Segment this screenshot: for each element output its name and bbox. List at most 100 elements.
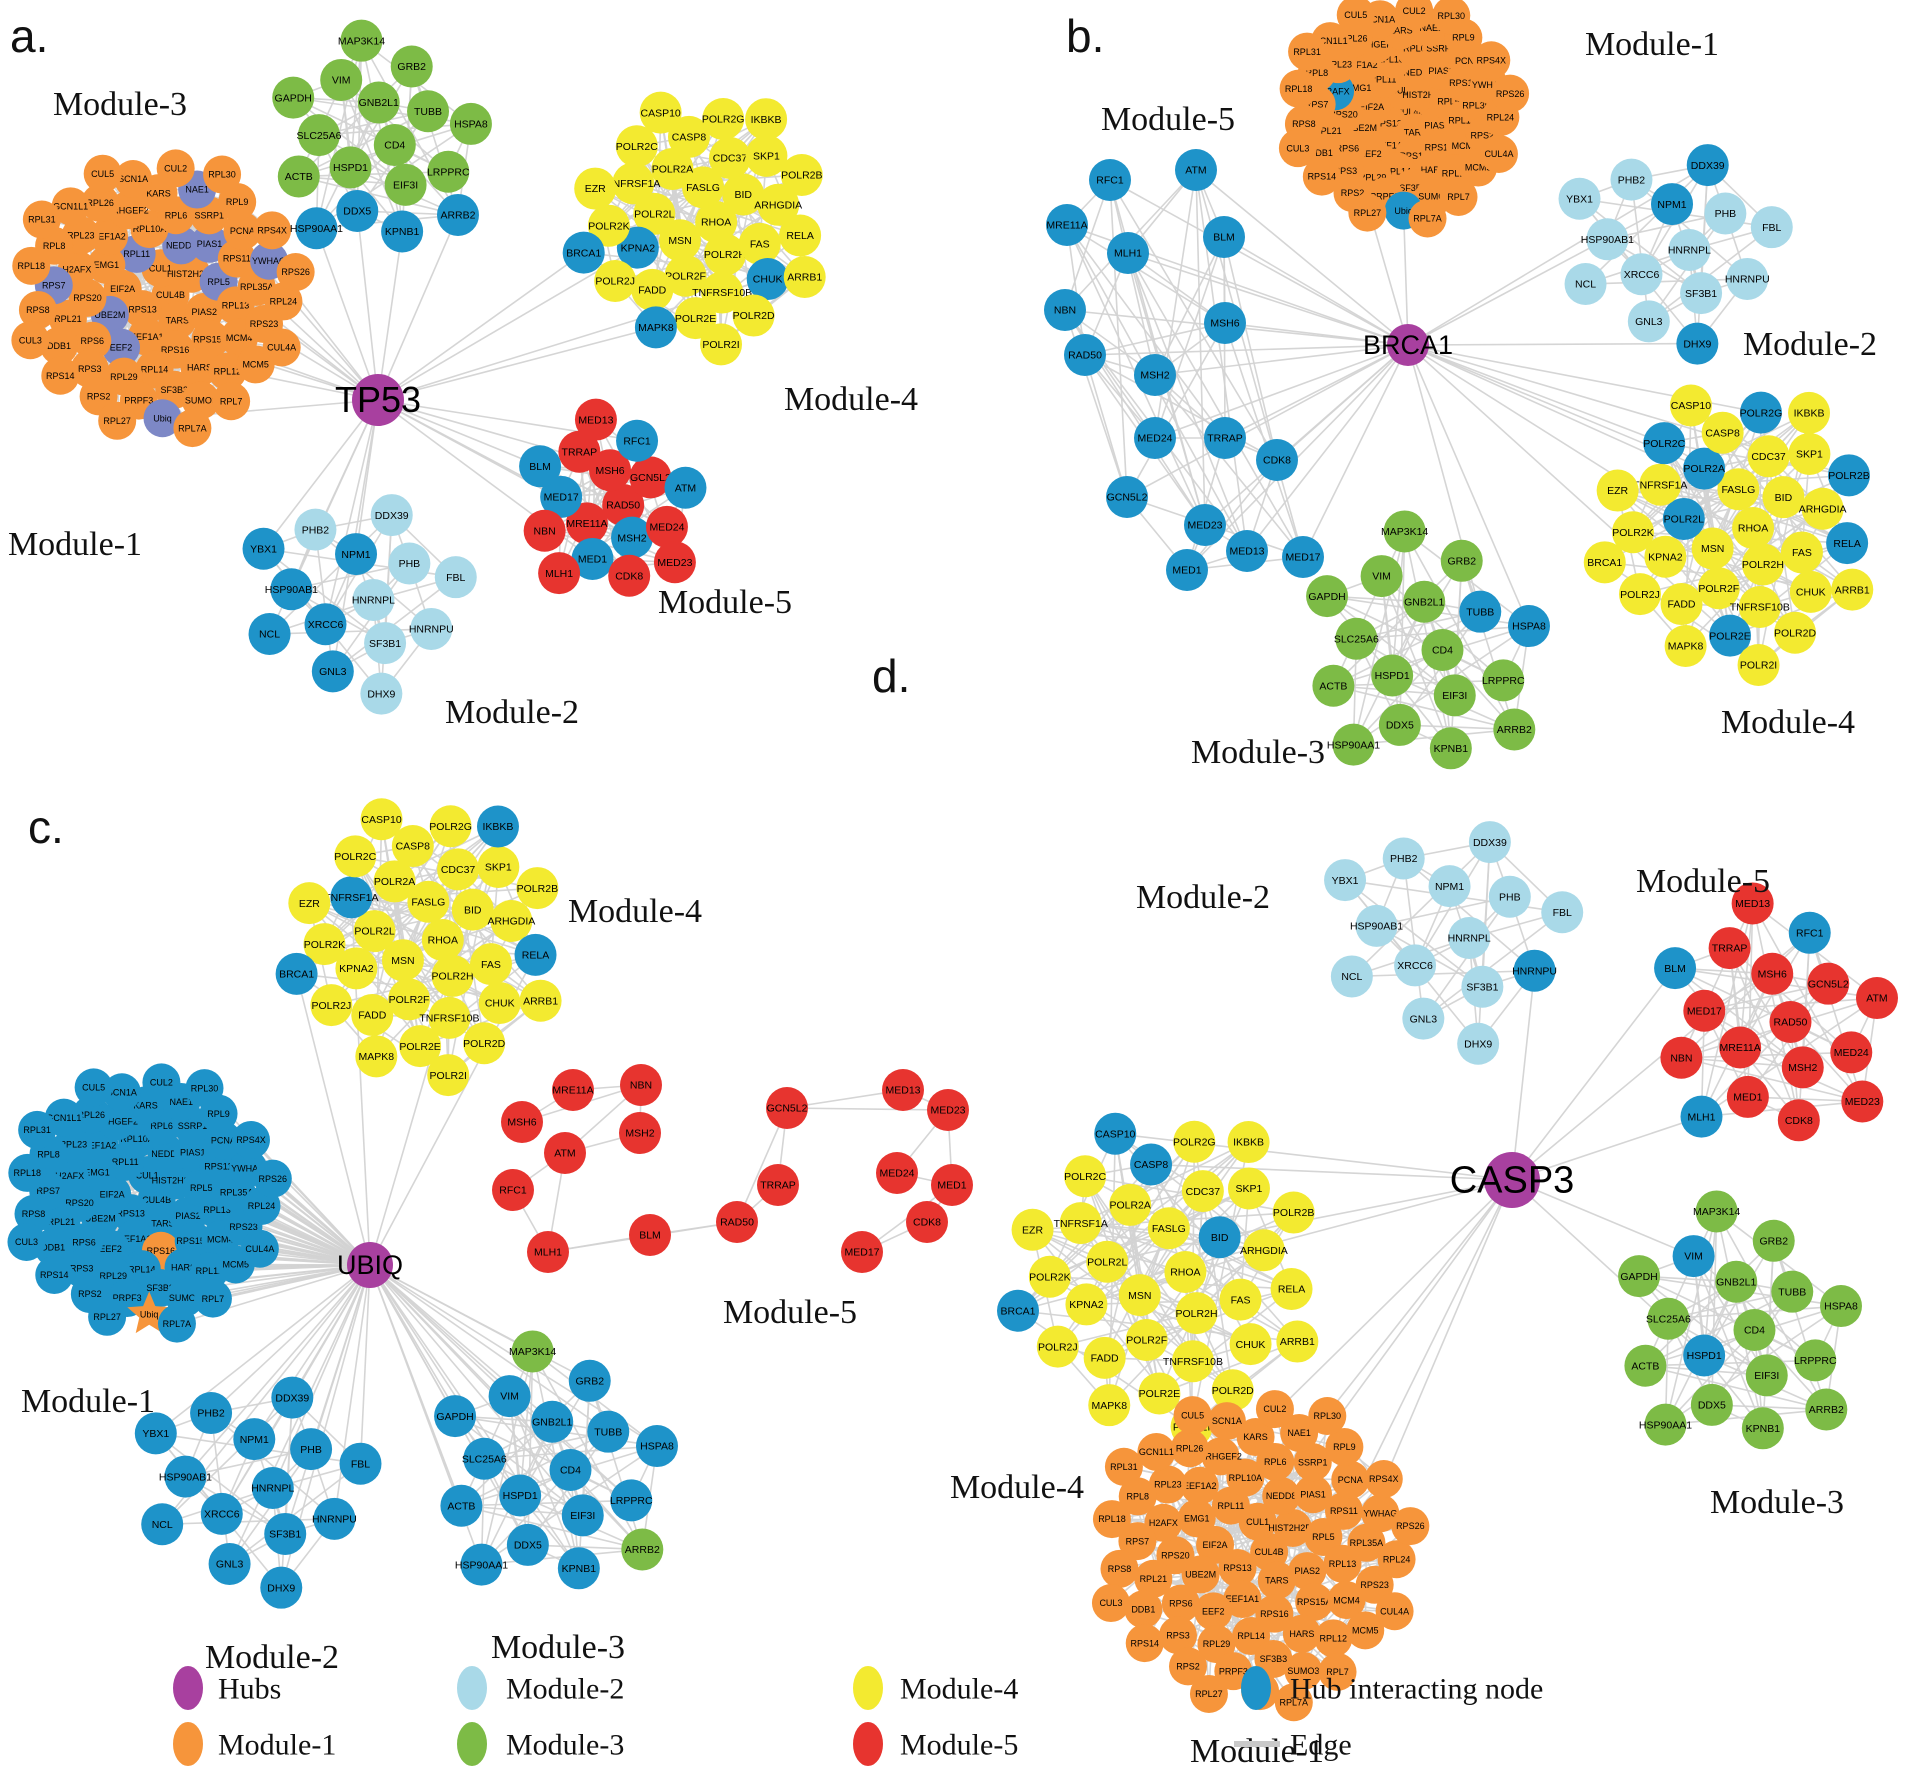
node-RPL27: [1189, 1674, 1228, 1713]
edge: [1711, 412, 1810, 549]
node-MCM4: [1327, 1581, 1366, 1620]
node-label-MED17: MED17: [844, 1247, 879, 1259]
node-label-KARS: KARS: [146, 188, 171, 198]
node-label-RPL35A: RPL35A: [1350, 1538, 1384, 1548]
node-GAPDH: [272, 76, 315, 119]
node-CD4: [1733, 1309, 1776, 1351]
node-label-GAPDH: GAPDH: [1308, 591, 1345, 603]
node-label-TRRAP: TRRAP: [562, 446, 598, 458]
node-SKP1: [1788, 432, 1831, 475]
node-label-RPL11: RPL11: [1369, 74, 1396, 84]
node-label-TNFRSF10B: TNFRSF10B: [1730, 602, 1790, 614]
node-RFC1: [1089, 159, 1131, 201]
node-TNFRSF1A: [330, 876, 373, 919]
node-RPS23: [1355, 1565, 1394, 1604]
legend-label-Hub interacting node: Hub interacting node: [1290, 1673, 1543, 1706]
node-label-TNFRSF1A: TNFRSF1A: [324, 892, 378, 904]
node-KPNA2: [1065, 1283, 1108, 1326]
node-label-TARS: TARS: [151, 1219, 174, 1229]
module-label-a-Module-2: Module-2: [445, 694, 579, 731]
node-RHOA: [421, 919, 464, 961]
node-label-CUL2: CUL2: [1403, 6, 1426, 16]
hub-edge: [356, 210, 379, 401]
node-CUL2: [142, 1063, 181, 1102]
node-FADD: [631, 268, 674, 311]
node-label-GRB2: GRB2: [1447, 555, 1476, 567]
node-RPL24: [264, 282, 303, 321]
node-MRE11A: [1046, 204, 1088, 246]
node-label-CASP8: CASP8: [1705, 427, 1740, 439]
node-label-RPL13: RPL13: [203, 1205, 231, 1215]
edge: [461, 1499, 632, 1507]
node-RPL26: [72, 1095, 111, 1134]
node-label-EIF2A: EIF2A: [110, 284, 135, 294]
node-label-KARS: KARS: [1243, 1432, 1268, 1442]
node-POLR2I: [700, 323, 743, 366]
node-VIM: [1360, 555, 1403, 598]
node-CUL5: [1173, 1396, 1212, 1435]
edge: [1064, 309, 1156, 439]
node-label-DDX39: DDX39: [1691, 160, 1725, 172]
node-label-CUL4A: CUL4A: [1380, 1606, 1409, 1616]
node-label-MSH6: MSH6: [1758, 968, 1787, 980]
node-label-POLR2D: POLR2D: [1774, 627, 1816, 639]
node-label-CUL2: CUL2: [164, 164, 187, 174]
node-POLR2A: [373, 860, 416, 903]
node-label-MED1: MED1: [578, 554, 607, 566]
node-TNFRSF10B: [701, 271, 744, 314]
hub-edge: [1511, 1179, 1694, 1257]
node-CUL5: [83, 154, 122, 193]
node-label-RPS14: RPS14: [46, 371, 75, 381]
module-label-d-Module-5: Module-5: [1636, 863, 1770, 900]
node-label-PIAS1: PIAS1: [1300, 1489, 1326, 1499]
node-GNL3: [311, 650, 354, 693]
edge: [1422, 911, 1563, 1020]
node-label-KPNA2: KPNA2: [1648, 551, 1683, 563]
node-label-RPL21: RPL21: [1140, 1574, 1168, 1584]
hub-edge: [184, 1264, 371, 1478]
hub-edge: [1302, 344, 1409, 558]
node-label-RPL23: RPL23: [1324, 59, 1352, 69]
node-BLM: [1654, 947, 1697, 990]
node-TARS: [1257, 1561, 1296, 1600]
edge: [508, 1395, 584, 1516]
hub-edge: [1195, 169, 1409, 346]
node-label-NEDD8: NEDD8: [1266, 1491, 1297, 1501]
edge: [1109, 179, 1156, 376]
node-label-IKBKB: IKBKB: [483, 821, 514, 833]
node-label-PIAS2: PIAS2: [192, 307, 218, 317]
legend-label-Module-2: Module-2: [506, 1673, 624, 1706]
node-label-POLR2E: POLR2E: [1709, 630, 1750, 642]
node-CUL3: [11, 321, 50, 360]
node-CASP10: [360, 798, 403, 841]
node-label-HIST2H2BE: HIST2H2BE: [152, 1175, 201, 1185]
edge: [1126, 322, 1226, 498]
node-RPS11: [1324, 1491, 1363, 1530]
node-POLR2E: [674, 297, 717, 340]
node-label-RPL29: RPL29: [110, 372, 138, 382]
node-CUL4A: [262, 328, 301, 367]
node-FBL: [1750, 206, 1793, 249]
node-label-POLR2A: POLR2A: [374, 876, 415, 888]
node-label-RPL7: RPL7: [220, 396, 243, 406]
node-HNRNPL: [1668, 229, 1711, 271]
node-label-CUL4A: CUL4A: [267, 343, 296, 353]
node-label-HNRNPU: HNRNPU: [1725, 274, 1770, 286]
node-EIF2A: [1196, 1525, 1235, 1564]
node-label-EEF2: EEF2: [99, 1244, 122, 1254]
node-EMG1: [1177, 1499, 1216, 1538]
node-label-RPL9: RPL9: [1452, 33, 1475, 43]
node-label-MRE11A: MRE11A: [552, 1085, 593, 1097]
node-label-FAS: FAS: [750, 239, 770, 251]
node-NBN: [1044, 289, 1086, 331]
node-label-RFC1: RFC1: [1796, 927, 1824, 939]
node-label-POLR2H: POLR2H: [1742, 559, 1784, 571]
node-POLR2B: [516, 867, 559, 910]
node-BRCA1: [562, 231, 605, 274]
node-label-NPM1: NPM1: [240, 1434, 269, 1446]
node-label-LRPPRC: LRPPRC: [1794, 1355, 1837, 1367]
node-label-RELA: RELA: [522, 950, 549, 962]
node-label-GNL3: GNL3: [216, 1559, 244, 1571]
hub-edge: [359, 1264, 371, 1464]
node-label-NBN: NBN: [1670, 1052, 1692, 1064]
